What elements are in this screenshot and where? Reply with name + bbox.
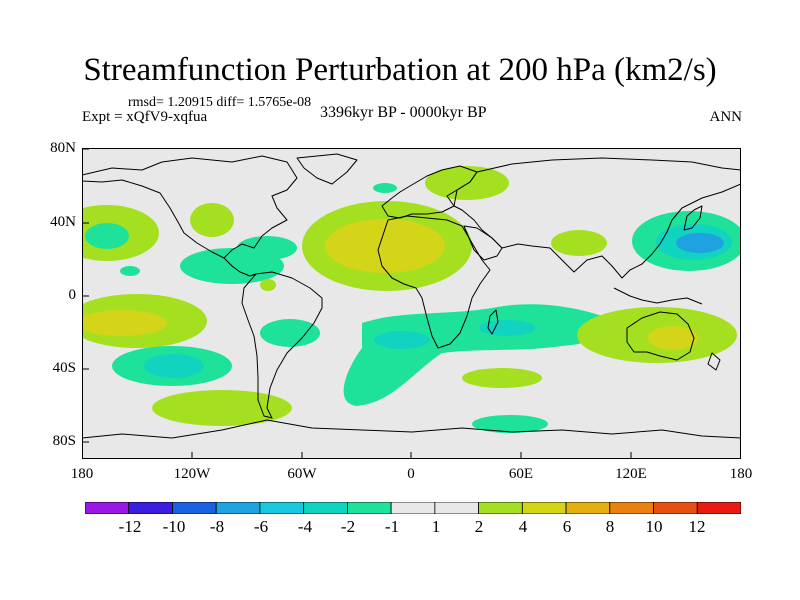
colorbar-label: -4 [297,517,313,536]
contour-antarctic-level-1 [472,415,548,433]
colorbar-box [565,502,611,514]
coast-south-america [241,271,323,419]
y-tick-label-80n: 80N [50,140,76,156]
x-tick-label-180w: 180 [70,466,94,482]
axis-ticks [82,148,632,459]
colorbar-label: 6 [562,517,572,536]
y-tick-label-80s: 80S [52,433,76,449]
contour-southern-ocean-level2 [152,390,292,426]
colorbar-box [390,502,436,514]
contour-n-pacific-level-1 [85,223,129,249]
experiment-label: Expt = xQfV9-xqfua [82,109,208,125]
contour-n-america-level2 [190,203,234,237]
contour-s-atlantic-level-2 [374,331,430,349]
contour-australia-level4 [648,326,698,350]
contour-se-pacific-level-2 [144,354,204,378]
contour-asia-level2 [551,230,607,256]
coast-new-zealand [707,352,721,371]
colorbar-box [128,502,173,514]
colorbar-label: 12 [688,517,706,536]
y-tick-label-40s: 40S [52,360,76,376]
colorbar-box [434,502,479,514]
colorbar-box [521,502,567,514]
colorbar-label: 8 [605,517,615,536]
colorbar-label: 1 [431,517,441,536]
coast-asia [453,157,741,279]
colorbar-box [478,502,523,514]
colorbar-box [172,502,217,514]
colorbar-label: 2 [474,517,484,536]
colorbar-label: -2 [340,517,356,536]
contour-mexico-level-1 [120,266,140,276]
plot-title: Streamfunction Perturbation at 200 hPa (… [83,52,717,88]
x-tick-label-120e: 120E [615,466,647,482]
coast-australia [626,311,695,361]
x-tick-label-180e: 180 [729,466,753,482]
colorbar-label: -1 [384,517,400,536]
colorbar-box [259,502,305,514]
colorbar-label: -8 [209,517,225,536]
y-tick-label-0: 0 [68,287,77,303]
colorbar-box [346,502,392,514]
coast-madagascar [487,309,499,335]
x-tick-label-0: 0 [407,466,415,482]
contour-amazon-level2 [260,279,276,291]
season-label: ANN [709,109,743,125]
colorbar-box [609,502,654,514]
contour-s-pacific-level4 [82,310,167,336]
coast-greenland [296,153,358,185]
coast-north-america [82,155,298,259]
x-tick-label-120w: 120W [173,466,211,482]
streamfunction-map [82,148,741,459]
period-label: 3396kyr BP - 0000kyr BP [320,104,487,121]
coast-arabia [463,225,503,261]
contour-nw-pacific-level-4 [676,233,724,253]
x-tick-label-60e: 60E [508,466,534,482]
contour-scandinavia-level2 [425,166,509,200]
colorbar-box [653,502,698,514]
colorbar-label: -6 [253,517,269,536]
stats-text: rmsd= 1.20915 diff= 1.5765e-08 [128,95,312,110]
coast-indonesia [613,287,703,305]
y-tick-label-40n: 40N [50,214,76,230]
colorbar-label: 10 [645,517,663,536]
x-tick-label-60w: 60W [287,466,317,482]
contour-s-indian-level-2 [479,320,535,336]
colorbar-label: -12 [118,517,142,536]
contour-s-indian-level2 [462,368,542,388]
contour-caribbean-level-1 [237,236,297,260]
colorbar-box [303,502,348,514]
coast-africa [377,215,491,349]
colorbar-label: -10 [162,517,186,536]
colorbar-box [696,502,741,514]
contour-chile-level-1 [260,319,320,347]
coastlines [82,153,741,439]
colorbar-box [85,502,130,514]
contour-s-atlantic-indian-level-1 [343,304,610,406]
contour-atlantic-africa-level4 [325,219,445,273]
contour-north-atlantic-level-1 [373,183,397,193]
colorbar-box [215,502,261,514]
colorbar [85,502,741,514]
coast-japan [683,205,703,231]
coast-antarctica [82,419,741,439]
colorbar-label: 4 [518,517,528,536]
coast-central-america [223,257,257,277]
